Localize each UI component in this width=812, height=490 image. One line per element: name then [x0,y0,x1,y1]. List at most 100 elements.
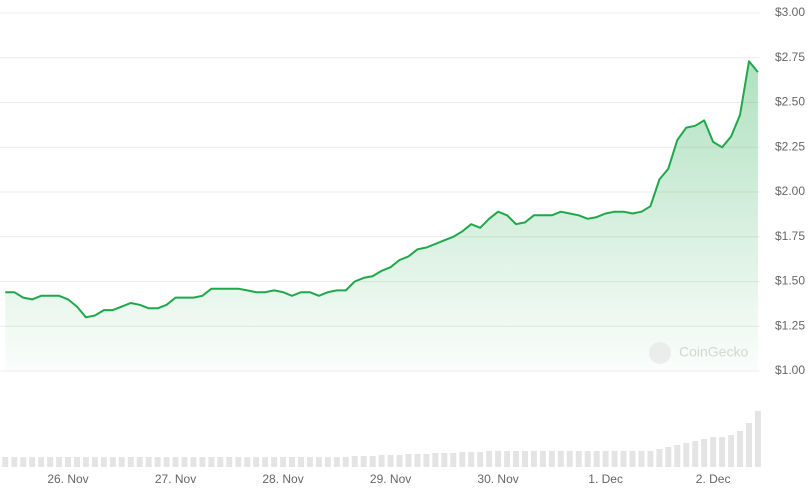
volume-bar [495,451,502,467]
volume-bar [692,441,699,467]
volume-bar [29,457,36,467]
volume-bar [118,457,125,467]
watermark-text: CoinGecko [679,344,748,360]
volume-bar [217,457,224,467]
y-tick-label: $2.75 [775,50,805,64]
volume-bar [477,452,484,467]
watermark-logo [649,342,671,364]
volume-bar [432,453,439,467]
y-tick-label: $2.25 [775,139,805,153]
x-tick-label: 28. Nov [262,472,303,486]
volume-bar [47,457,54,467]
volume-bar [521,451,528,467]
volume-bar [754,411,761,467]
volume-bar [459,452,466,467]
volume-bar [405,454,412,467]
volume-bar [737,431,744,467]
volume-bar [208,457,215,467]
volume-bar [100,457,107,467]
volume-bar [530,451,537,467]
volume-bar [154,457,161,467]
area [5,61,758,372]
volume-bar [602,451,609,467]
volume-bar [423,454,430,467]
volume-bar [557,451,564,467]
x-tick-label: 27. Nov [155,472,196,486]
volume-bar [82,457,89,467]
volume-bar [127,457,134,467]
x-tick-label: 26. Nov [47,472,88,486]
volume-bar [620,451,627,467]
volume-bar [280,457,287,467]
volume-bar [468,452,475,467]
volume-bar [226,457,233,467]
volume-bar [262,457,269,467]
volume-bar [719,437,726,467]
volume-bar [504,451,511,467]
y-tick-label: $1.50 [775,274,805,288]
volume-bar [145,457,152,467]
volume-bar [369,456,376,467]
volume-bar [638,451,645,467]
volume-bar [351,456,358,467]
volume-bar [271,457,278,467]
volume-bar [73,457,80,467]
volume-bar [441,453,448,467]
volume-bar [172,457,179,467]
volume-bar [745,423,752,467]
volume-bar [333,457,340,467]
volume-bar [539,451,546,467]
volume-bar [593,451,600,467]
volume-bar [710,437,717,467]
watermark: CoinGecko [649,342,748,364]
volume-bar [566,451,573,467]
y-tick-label: $1.25 [775,318,805,332]
price-line [5,60,759,319]
volume-bar [38,457,45,467]
volume-bar [65,457,72,467]
volume-bar [2,457,9,467]
volume-bar [414,454,421,467]
volume-bar [450,453,457,467]
volume-bar [629,451,636,467]
volume-bar [513,451,520,467]
volume-bar [701,439,708,467]
volume-bar [109,457,116,467]
y-tick-label: $1.75 [775,229,805,243]
x-tick-label: 30. Nov [477,472,518,486]
y-tick-label: $2.50 [775,95,805,109]
x-tick-label: 2. Dec [696,472,731,486]
x-tick-label: 29. Nov [370,472,411,486]
y-tick-label: $1.00 [775,363,805,377]
volume-bar [324,457,331,467]
volume-bar [584,451,591,467]
volume-bar [181,457,188,467]
volume-bar [297,457,304,467]
y-tick-label: $3.00 [775,5,805,19]
volume-bar [387,455,394,467]
volume-bar [56,457,63,467]
volume-bar [11,457,18,467]
volume-bar [611,451,618,467]
volume-bar [486,451,493,467]
volume-bar [548,451,555,467]
volume-bar [20,457,27,467]
volume-bar [289,457,296,467]
volume-bar [91,457,98,467]
volume-bar [190,457,197,467]
volume-bar [728,435,735,467]
volume-bar [378,455,385,467]
volume-bar [199,457,206,467]
volume-bar [665,447,672,467]
x-tick-label: 1. Dec [588,472,623,486]
volume-bar [253,457,260,467]
volume-bar [360,456,367,467]
volume-bar [315,457,322,467]
y-tick-label: $2.00 [775,184,805,198]
volume-bar [683,443,690,467]
volume-bar [163,457,170,467]
volume-bar [244,457,251,467]
volume-bar [656,449,663,467]
volume-bar [575,451,582,467]
